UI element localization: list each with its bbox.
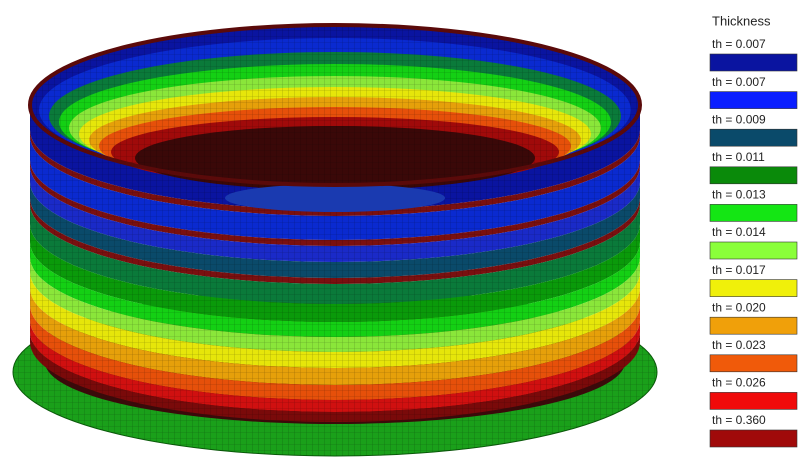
- legend-swatch: [709, 166, 798, 185]
- legend-label: th = 0.023: [712, 338, 766, 352]
- legend-swatch: [709, 91, 798, 109]
- legend-swatch: [709, 316, 798, 335]
- wall-mesh: [30, 166, 640, 262]
- wall-mesh: [30, 182, 640, 278]
- legend-label: th = 0.007: [712, 37, 766, 51]
- legend-label: th = 0.360: [712, 413, 766, 427]
- wall-mesh: [30, 224, 640, 322]
- tank-model: [12, 23, 658, 457]
- wall-mesh: [30, 242, 640, 337]
- wall-mesh: [30, 257, 640, 352]
- legend-label: th = 0.009: [712, 112, 766, 126]
- legend-swatch: [709, 279, 798, 297]
- legend-label: th = 0.014: [712, 225, 766, 239]
- legend-label: th = 0.013: [712, 188, 766, 202]
- wall-mesh: [30, 136, 640, 240]
- legend-swatch: [709, 392, 798, 410]
- wall-mesh: [30, 288, 640, 385]
- legend-title: Thickness: [712, 13, 771, 28]
- wall-mesh: [30, 272, 640, 368]
- legend-swatch: [709, 354, 798, 373]
- legend-label: th = 0.020: [712, 300, 766, 314]
- wall-mesh: [30, 305, 640, 400]
- wall-mesh: [30, 105, 640, 210]
- legend-swatch: [709, 128, 798, 147]
- top-rim: [28, 23, 642, 187]
- legend-label: th = 0.007: [712, 75, 766, 89]
- legend-swatch: [709, 53, 798, 72]
- inner-floor-center: [225, 184, 445, 212]
- inner-mesh: [135, 126, 535, 190]
- wall-mesh: [30, 204, 640, 304]
- legend-swatch: [709, 241, 798, 260]
- legend-swatch: [709, 429, 798, 448]
- legend-label: th = 0.017: [712, 263, 766, 277]
- legend: Thickness th = 0.007 th = 0.007 th = 0.009…: [709, 13, 798, 448]
- legend-label: th = 0.026: [712, 376, 766, 390]
- legend-swatch: [709, 204, 798, 222]
- legend-label: th = 0.011: [712, 150, 765, 164]
